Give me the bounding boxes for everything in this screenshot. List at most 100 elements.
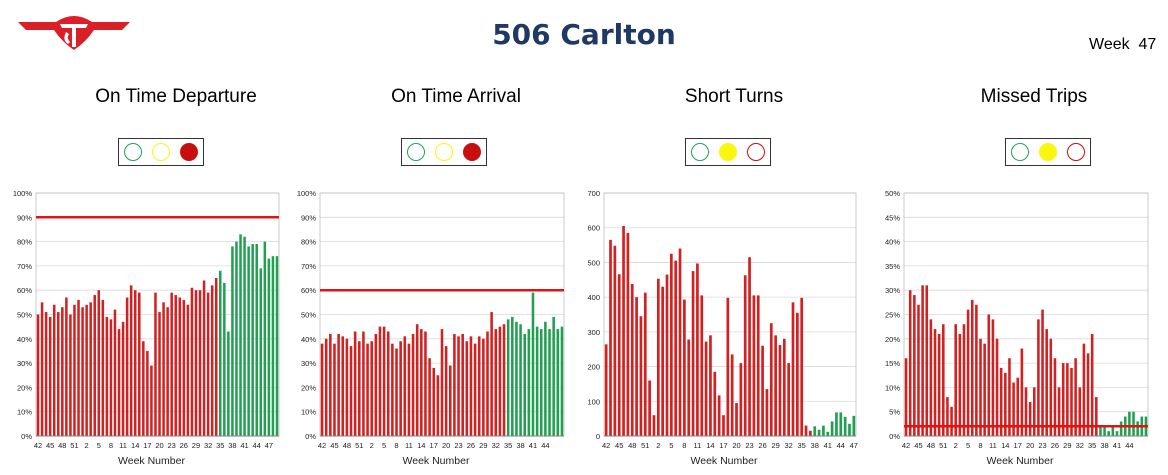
bar [1086,353,1090,436]
y-tick-label: 40% [301,335,316,344]
x-tick-label: 23 [745,441,753,450]
yellow-light-icon [435,143,453,161]
bar [726,297,730,436]
bar [1095,397,1098,436]
bar [822,425,825,436]
bar [415,324,419,436]
bar [506,319,510,436]
x-tick-label: 29 [192,441,200,450]
x-tick-label: 11 [405,441,413,450]
y-tick-label: 100% [13,189,33,198]
ttc-logo [18,16,130,50]
bar [991,319,995,436]
y-tick-label: 5% [889,408,900,417]
bar [403,336,407,436]
bar [848,423,851,436]
bar [44,312,48,436]
y-tick-label: 200 [587,363,600,372]
y-tick-label: 0 [596,432,600,441]
bar [652,415,656,436]
x-tick-label: 44 [1125,441,1133,450]
bar [761,345,764,436]
bar [648,380,651,436]
y-tick-label: 90% [301,213,316,222]
x-tick-label: 2 [370,441,374,450]
x-tick-label: 17 [719,441,727,450]
x-tick-label: 8 [978,441,982,450]
red-light-icon [747,143,765,161]
x-tick-label: 51 [939,441,947,450]
bar [937,333,941,436]
y-tick-label: 20% [885,335,900,344]
x-tick-label: 8 [109,441,113,450]
x-tick-label: 41 [1113,441,1121,450]
bar [1115,431,1119,436]
status-lights [685,138,771,166]
bar [917,304,920,436]
bar [202,280,206,436]
x-tick-label: 23 [1038,441,1046,450]
page-title: 506 Carlton [492,18,676,51]
short-turns-chart: 0 100 200 300 400 500 600 700 42 45 48 51 2 5 8 11 14 17 2… [587,189,858,467]
y-tick-label: 0% [21,432,32,441]
x-tick-label: 23 [454,441,462,450]
y-tick-label: 500 [587,258,600,267]
bar [548,329,551,436]
bar [613,245,617,436]
bar [186,304,190,436]
x-tick-label: 5 [382,441,386,450]
bar [243,236,246,436]
bar [182,299,186,436]
x-tick-label: 32 [492,441,500,450]
bar [490,312,493,436]
y-tick-label: 60% [301,286,316,295]
bar [1090,333,1094,436]
bar [1028,401,1032,436]
bar [366,343,369,436]
x-tick-label: 44 [253,441,261,450]
bar [813,426,817,436]
bar [227,331,230,436]
bar [987,314,991,436]
yellow-light-icon [719,143,737,161]
bar [251,244,254,436]
x-tick-label: 17 [1014,441,1022,450]
bar [219,270,222,436]
bar [448,365,452,436]
x-tick-label: 29 [479,441,487,450]
bar [48,316,52,436]
bar [109,319,113,436]
bar [609,239,612,436]
bar [482,338,485,436]
x-tick-label: 35 [1088,441,1096,450]
y-tick-label: 35% [885,262,900,271]
bar [358,341,361,436]
bar [194,290,198,436]
bar [324,338,328,436]
bar [477,336,481,436]
bar [1032,387,1036,436]
bar [1037,319,1040,436]
bar [713,371,717,436]
x-tick-label: 5 [97,441,101,450]
bar [946,397,949,436]
bar [908,290,912,436]
y-tick-label: 100% [297,189,317,198]
bar [843,416,847,436]
bar [345,338,349,436]
x-tick-label: 41 [824,441,832,450]
x-tick-label: 2 [656,441,660,450]
bar [962,324,966,436]
x-tick-label: 42 [902,441,910,450]
bar [142,341,145,436]
bar [704,341,708,436]
bar [1078,387,1082,436]
y-tick-label: 50% [885,189,900,198]
bar [519,324,522,436]
x-tick-label: 42 [318,441,326,450]
y-tick-label: 100 [587,397,600,406]
bar [966,309,970,436]
bar [817,429,821,436]
panel-title-on-time-arrival: On Time Arrival [391,86,521,107]
x-tick-label: 14 [706,441,714,450]
